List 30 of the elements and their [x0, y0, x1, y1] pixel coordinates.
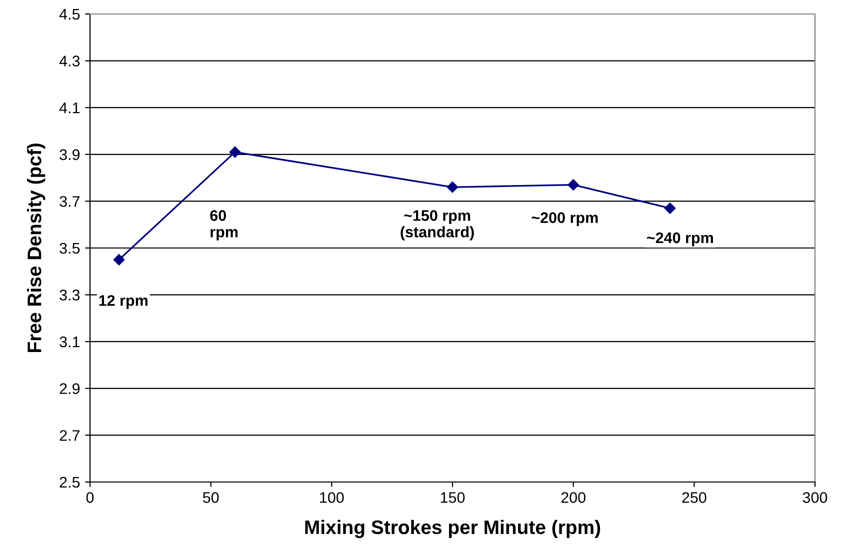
x-tick-label: 200 [561, 492, 586, 503]
x-tick-label: 0 [86, 492, 94, 503]
x-tick-label: 50 [202, 492, 219, 503]
annotation: ~200 rpm [532, 212, 598, 226]
y-axis-title: Free Rise Density (pcf) [27, 144, 46, 352]
y-tick-label: 3.3 [60, 290, 80, 300]
annotation: 12 rpm [99, 295, 148, 309]
annotation: ~150 rpm (standard) [400, 210, 474, 240]
x-axis-title: Mixing Strokes per Minute (rpm) [305, 520, 600, 538]
x-tick-label: 150 [440, 492, 465, 503]
y-tick-label: 2.9 [60, 383, 80, 394]
y-tick-label: 3.9 [60, 149, 80, 160]
annotation: ~240 rpm [646, 232, 713, 246]
x-tick-label: 300 [802, 492, 828, 503]
y-tick-label: 4.1 [59, 102, 80, 114]
x-tick-label: 250 [682, 492, 706, 503]
x-tick-label: 100 [320, 492, 344, 503]
y-tick-label: 4.3 [59, 56, 80, 66]
point [113, 254, 125, 266]
y-tick-label: 2.7 [60, 430, 80, 441]
y-tick-label: 3.5 [60, 242, 80, 254]
point [446, 182, 458, 193]
y-tick-label: 3.7 [60, 196, 80, 207]
point [568, 179, 579, 190]
point [229, 146, 241, 158]
annotation: 60 rpm [210, 210, 238, 240]
y-tick-label: 4.5 [59, 9, 80, 20]
y-tick-label: 3.1 [60, 336, 80, 348]
y-tick-label: 2.5 [60, 476, 80, 488]
point [664, 202, 676, 214]
